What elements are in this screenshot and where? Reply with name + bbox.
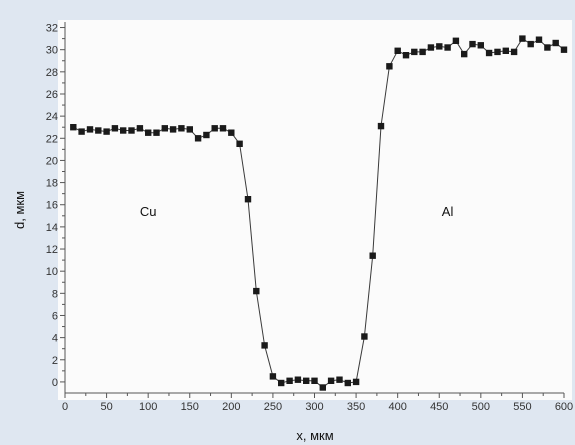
y-tick-label: 24 [46, 111, 58, 123]
data-point [352, 378, 360, 386]
annotation-cu: Cu [140, 204, 157, 219]
data-point [436, 43, 443, 50]
y-tick-label: 18 [46, 178, 58, 190]
y-tick-label: 4 [52, 333, 58, 345]
data-point [560, 46, 568, 53]
y-tick-label: 22 [46, 133, 58, 145]
tick-labels: 0 50 100 150 200 250 300 350 400 450 500 550 6000246… [46, 23, 573, 413]
x-tick-label: 250 [264, 401, 282, 413]
x-axis-title: x, мкм [296, 428, 333, 443]
data-point [377, 122, 385, 130]
data-point [386, 63, 393, 70]
data-point [169, 126, 177, 133]
data-point [510, 48, 518, 56]
data-point [369, 252, 376, 259]
plot-area [58, 20, 572, 400]
data-point [286, 377, 293, 384]
y-tick-label: 30 [46, 45, 58, 57]
data-point [70, 124, 77, 131]
data-point [303, 377, 310, 384]
data-point [444, 44, 451, 51]
x-tick-label: 0 [62, 401, 68, 413]
x-tick-label: 100 [139, 401, 157, 413]
x-tick-label: 400 [388, 401, 406, 413]
x-tick-label: 350 [347, 401, 365, 413]
data-point [111, 125, 119, 132]
x-tick-label: 550 [513, 401, 531, 413]
x-tick-label: 500 [472, 401, 490, 413]
data-point [86, 126, 94, 133]
data-point [452, 37, 460, 44]
y-tick-label: 16 [46, 200, 58, 212]
data-point [461, 50, 468, 58]
data-point [95, 127, 102, 134]
series-line [70, 35, 568, 391]
data-point [203, 131, 210, 139]
data-point [477, 42, 484, 49]
data-point [178, 125, 185, 132]
data-point [78, 128, 85, 135]
data-point [211, 125, 218, 132]
data-point [120, 127, 127, 134]
y-tick-label: 28 [46, 67, 58, 79]
data-point [535, 36, 543, 43]
y-tick-label: 10 [46, 266, 58, 278]
data-point [261, 342, 268, 349]
data-point [278, 379, 285, 387]
data-point [311, 377, 318, 384]
x-tick-label: 50 [100, 401, 112, 413]
annotation-al: Al [442, 204, 454, 219]
data-point [361, 333, 368, 340]
y-tick-label: 12 [46, 244, 58, 256]
data-point [128, 127, 135, 134]
data-point [552, 39, 559, 47]
data-point [244, 196, 252, 203]
x-tick-label: 200 [222, 401, 240, 413]
data-point [153, 129, 160, 136]
data-point [494, 48, 501, 56]
x-tick-label: 450 [430, 401, 448, 413]
y-tick-label: 20 [46, 155, 58, 167]
data-point [294, 376, 302, 383]
y-tick-label: 26 [46, 89, 58, 101]
y-tick-label: 6 [52, 310, 58, 322]
x-tick-label: 600 [555, 401, 573, 413]
data-point [103, 128, 110, 135]
data-point [136, 125, 144, 132]
data-point [219, 125, 227, 132]
x-tick-label: 300 [305, 401, 323, 413]
data-point [336, 376, 343, 383]
data-point [485, 49, 493, 57]
y-tick-label: 8 [52, 288, 58, 300]
data-point [344, 379, 351, 387]
data-point [519, 35, 526, 42]
data-point [427, 44, 435, 51]
data-point [402, 52, 410, 59]
data-point [319, 384, 326, 391]
data-point [194, 135, 202, 142]
y-axis-title: d, мкм [12, 191, 27, 229]
data-point [186, 126, 193, 133]
data-point [419, 48, 426, 56]
y-tick-label: 14 [46, 222, 58, 234]
data-point [544, 44, 551, 51]
axes [60, 22, 565, 398]
y-tick-label: 2 [52, 355, 58, 367]
data-point [145, 129, 152, 136]
data-point [527, 40, 534, 48]
y-tick-label: 0 [52, 377, 58, 389]
data-point [502, 47, 509, 54]
data-point [469, 40, 476, 48]
data-point [161, 125, 168, 132]
data-point [394, 47, 401, 54]
data-point [327, 377, 335, 384]
data-point [253, 287, 260, 295]
data-point [236, 140, 243, 147]
x-tick-label: 150 [181, 401, 199, 413]
data-point [411, 48, 418, 56]
data-point [228, 129, 235, 136]
y-tick-label: 32 [46, 23, 58, 35]
data-point [269, 373, 277, 380]
